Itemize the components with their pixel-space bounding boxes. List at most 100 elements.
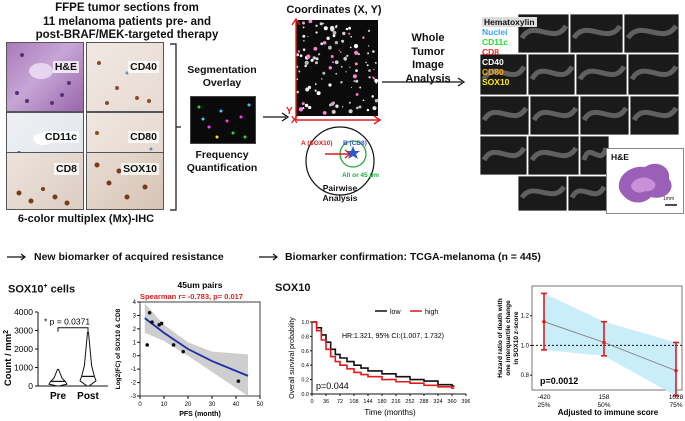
coordinate-dot (328, 45, 332, 50)
hazard-point (542, 319, 546, 324)
coordinate-dot (313, 46, 318, 51)
scatter-ylabel: Log2(FC) of SOX10 & CD8 (115, 308, 122, 389)
tile-he: H&E (6, 42, 84, 112)
cohort-title-line1: FFPE tumor sections from (55, 2, 199, 14)
tile-label-cd40: CD40 (128, 61, 159, 73)
coordinate-dot (298, 107, 304, 112)
arrow-to-coordinates (263, 112, 290, 122)
cohort-title-line3: post-BRAF/MEK-targeted therapy (35, 29, 219, 41)
scatter-chart: 45um pairs Spearman r= -0.783, p= 0.017 0 1… (115, 280, 264, 418)
coordinate-dot (302, 21, 305, 25)
violin-category-label: Pre (50, 391, 67, 402)
scatter-ytick-label: 1 (133, 340, 137, 346)
coordinate-dot (374, 78, 379, 83)
coordinate-dot (330, 55, 334, 58)
coordinate-dot (314, 57, 316, 59)
km-ytick-label: 0.4 (301, 363, 309, 369)
mosaic-texture (577, 65, 627, 81)
coordinate-dot (322, 111, 327, 115)
coordinate-dot (319, 22, 323, 26)
coordinates-dots (295, 19, 379, 115)
coordinate-dot (322, 41, 327, 45)
coordinate-dot (328, 83, 332, 87)
km-xtick-label: 144 (363, 399, 372, 405)
coordinate-dot (314, 89, 317, 92)
km-xtick-label: 360 (447, 399, 456, 405)
tile-cd40: CD40 (86, 42, 164, 112)
coordinate-dot (372, 76, 374, 78)
violin-shape (48, 368, 68, 387)
scatter-xtick-label: 10 (161, 402, 168, 408)
coordinate-dot (335, 72, 337, 75)
tile-sox10: SOX10 (86, 152, 164, 210)
scale-bar-label: 1mm (663, 196, 675, 202)
tile-label-cd80: CD80 (128, 131, 159, 143)
coordinate-dot (315, 57, 319, 61)
coordinate-dot (345, 27, 349, 31)
coordinate-dot (320, 42, 324, 46)
coordinate-dot (359, 86, 362, 89)
hazard-xlabel: Adjusted to immune score (558, 408, 659, 417)
km-ytick-label: 1.0 (301, 320, 309, 326)
coordinate-dot (323, 26, 328, 31)
scatter-ytick-label: 4 (133, 300, 137, 306)
tile-label-cd11c: CD11c (42, 131, 79, 143)
he-inset-label: H&E (611, 152, 629, 162)
scatter-title: 45um pairs (178, 280, 223, 290)
coordinate-dot (306, 54, 311, 59)
scatter-ytick-label: 2 (133, 327, 137, 333)
legend-nuclei: Nuclei (482, 27, 508, 37)
coordinate-dot (348, 26, 351, 30)
scatter-point (145, 343, 149, 347)
coordinate-dot (332, 34, 336, 38)
coordinate-dot (296, 90, 299, 94)
coordinate-dot (307, 35, 309, 38)
segmentation-line1: Segmentation (187, 64, 257, 76)
tile-label-cd8: CD8 (53, 163, 79, 175)
violin-category-label: Post (77, 391, 99, 402)
coordinate-dot (308, 105, 312, 110)
coordinate-dot (315, 31, 318, 34)
legend-sox10: SOX10 (482, 77, 510, 87)
coordinate-dot (350, 35, 353, 38)
scatter-xtick-label: 50 (257, 402, 264, 408)
coordinate-dot (353, 44, 359, 49)
scatter-xlabel: PFS (month) (179, 411, 221, 418)
scatter-point (150, 320, 154, 324)
tiles-bracket (170, 43, 181, 211)
coordinate-dot (365, 61, 367, 64)
hazard-ytick-label: 1.2 (521, 314, 530, 320)
coordinate-dot (315, 61, 318, 65)
legend-cd80: CD80 (482, 67, 504, 77)
coordinate-dot (299, 54, 303, 57)
axis-x-label: X (291, 115, 298, 126)
hazard-point (674, 368, 678, 373)
km-xtick-label: 252 (405, 399, 414, 405)
mosaic-texture (529, 146, 579, 162)
coordinate-dot (301, 102, 305, 106)
hazard-xtick-quantile: 50% (597, 402, 610, 409)
coordinate-axes (291, 17, 382, 125)
coordinate-dot (354, 62, 358, 66)
legend-cd40: CD40 (482, 57, 504, 67)
coordinate-dot (348, 32, 351, 35)
hazard-xtick-label: 1028 (669, 394, 684, 401)
segmentation-overlay-dots (197, 103, 251, 139)
coordinate-dot (345, 71, 347, 73)
coordinate-dot (357, 52, 360, 56)
violin-significance-bracket (57, 327, 89, 332)
scatter-xtick-label: 30 (209, 402, 216, 408)
coordinate-dot (352, 74, 357, 79)
coordinate-dot (340, 65, 343, 68)
frequency-label: Frequency Quantification (182, 149, 262, 175)
violin-pvalue: * p = 0.0371 (44, 317, 90, 327)
coordinate-dot (375, 82, 377, 84)
segmentation-label: Segmentation Overlay (182, 64, 262, 90)
coordinate-dot (302, 34, 306, 38)
coordinate-dot (296, 53, 300, 57)
pairwise-b-label: B (CD8) (343, 140, 367, 147)
scatter-annotation: Spearman r= -0.783, p= 0.017 (140, 292, 243, 301)
coordinate-dot (314, 83, 317, 86)
section-c-arrow (259, 253, 278, 261)
mosaic-texture (481, 65, 527, 81)
